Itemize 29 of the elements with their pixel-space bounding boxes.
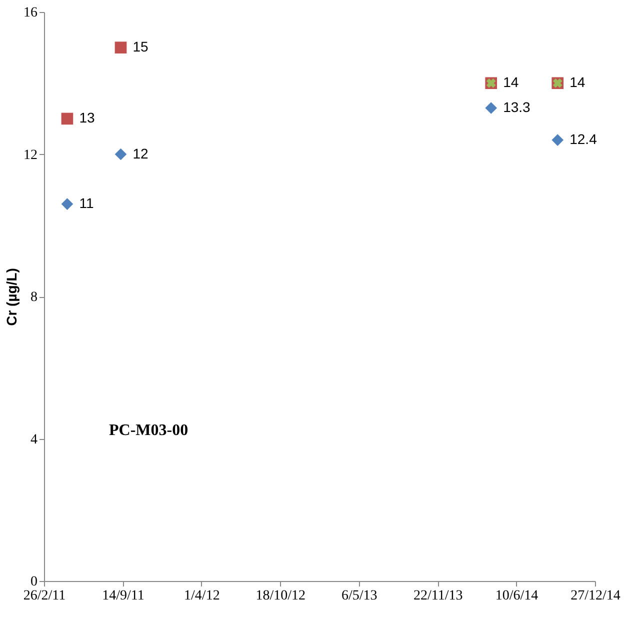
y-tick-label: 4: [30, 432, 38, 448]
y-axis-title: Cr (µg/L): [4, 268, 20, 326]
x-tick-label: 10/6/14: [495, 588, 538, 604]
y-tick-label: 0: [30, 574, 38, 590]
data-label: 13.3: [503, 99, 531, 116]
data-label: 12: [132, 145, 149, 162]
x-tick-label: 1/4/12: [184, 588, 220, 604]
y-tick-label: 16: [24, 6, 38, 20]
data-label: 14: [503, 74, 519, 90]
x-tick-label: 22/11/13: [413, 588, 463, 604]
y-tick-label: 8: [30, 290, 38, 305]
x-tick-label: 18/10/12: [256, 588, 306, 604]
y-tick-label: 12: [24, 148, 38, 163]
x-tick-label: 6/5/13: [341, 588, 378, 604]
data-label: 15: [132, 38, 149, 55]
data-label: 13: [79, 110, 96, 126]
data-label: 11: [79, 195, 94, 212]
point: [114, 148, 127, 160]
data-label: 12.4: [570, 131, 598, 148]
point: [485, 102, 498, 114]
x-tick-label: 26/2/11: [23, 588, 66, 604]
annotation: PC-M03-00: [109, 422, 188, 439]
x-tick-label: 14/9/11: [102, 588, 144, 604]
point: [61, 112, 74, 125]
point: [61, 198, 74, 210]
data-label: 14: [570, 74, 586, 90]
point: [552, 134, 564, 146]
point: [114, 42, 127, 54]
x-tick-label: 27/12/14: [570, 588, 620, 604]
